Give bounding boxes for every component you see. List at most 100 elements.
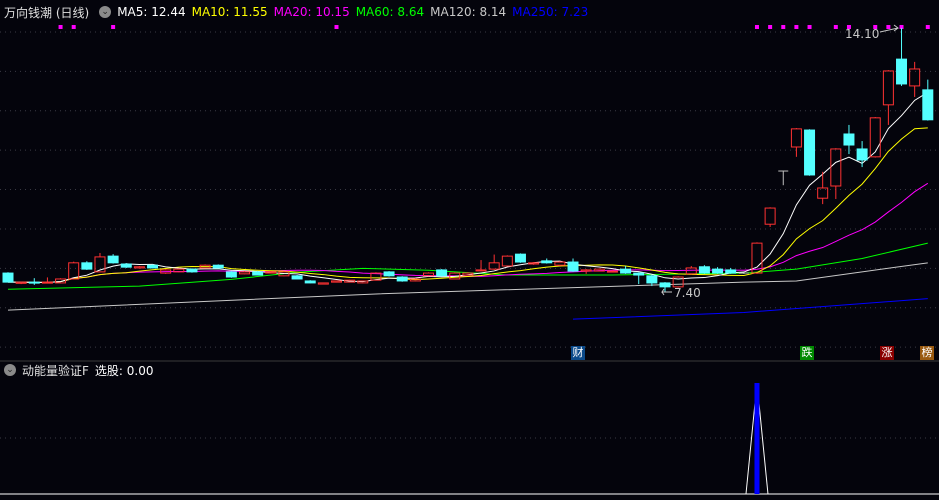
candle-body bbox=[291, 275, 303, 280]
candle-body bbox=[357, 280, 369, 284]
marker-dot bbox=[58, 25, 63, 29]
high-arrow bbox=[879, 24, 900, 33]
marker-dot bbox=[846, 25, 851, 29]
candle-body bbox=[580, 269, 592, 272]
candle-body bbox=[239, 271, 251, 275]
candle-body bbox=[869, 117, 881, 158]
candle-body bbox=[15, 281, 27, 284]
candle-body bbox=[856, 148, 868, 161]
candle-body bbox=[790, 128, 802, 148]
candle-body bbox=[199, 264, 211, 269]
candle-body bbox=[659, 282, 671, 288]
candle-body bbox=[488, 262, 500, 270]
marker-dot bbox=[899, 25, 904, 29]
candle-body bbox=[646, 275, 658, 284]
candle-body bbox=[528, 262, 540, 265]
candle-body bbox=[751, 242, 763, 274]
candle-body bbox=[685, 267, 697, 275]
marker-dot bbox=[71, 25, 76, 29]
marker-dot bbox=[334, 25, 339, 29]
candle-body bbox=[120, 263, 132, 268]
candle-body bbox=[909, 68, 921, 87]
candle-body bbox=[173, 268, 185, 273]
ma-legend-item: MA20: 10.15 bbox=[273, 5, 350, 19]
candle-body bbox=[606, 270, 618, 273]
ma-line-ma5 bbox=[8, 91, 929, 283]
tag-rise[interactable]: 涨 bbox=[880, 346, 894, 360]
candle-body bbox=[344, 279, 356, 283]
marker-dot bbox=[833, 25, 838, 29]
candle-body bbox=[55, 278, 67, 284]
candle-body bbox=[28, 281, 40, 284]
marker-dot bbox=[754, 25, 759, 29]
candle-body bbox=[186, 268, 198, 273]
marker-dot bbox=[794, 25, 799, 29]
marker-dot bbox=[925, 25, 930, 29]
candle-body bbox=[830, 148, 842, 187]
indicator-header: ⌄ 动能量验证F 选股: 0.00 bbox=[2, 360, 159, 380]
ma-legend: MA5: 12.44 MA10: 11.55 MA20: 10.15 MA60: 8.… bbox=[117, 5, 594, 19]
candle-body bbox=[278, 271, 290, 277]
marker-dot bbox=[886, 25, 891, 29]
tag-rank[interactable]: 榜 bbox=[920, 346, 934, 360]
indicator-title: 动能量验证F bbox=[22, 363, 89, 378]
marker-dot bbox=[781, 25, 786, 29]
candle-body bbox=[725, 269, 737, 274]
low-annotation: 7.40 bbox=[674, 286, 701, 300]
candle-body bbox=[370, 272, 382, 281]
candle-body bbox=[265, 271, 277, 274]
candle-body bbox=[541, 260, 553, 264]
candle-body bbox=[896, 58, 908, 85]
candle-body bbox=[633, 272, 645, 276]
ma-line-ma120 bbox=[7, 262, 928, 311]
chevron-down-icon[interactable]: ⌄ bbox=[4, 364, 16, 376]
candle-body bbox=[501, 255, 513, 267]
candle-body bbox=[593, 268, 605, 272]
ma-legend-item: MA10: 11.55 bbox=[191, 5, 268, 19]
chevron-down-icon[interactable]: ⌄ bbox=[99, 6, 112, 18]
ma-line-ma20 bbox=[8, 182, 929, 283]
candle-body bbox=[514, 253, 526, 263]
candle-body bbox=[2, 272, 14, 283]
candle-body bbox=[409, 278, 421, 282]
ma-legend-item: MA120: 8.14 bbox=[430, 5, 507, 19]
tag-fall[interactable]: 跌 bbox=[800, 346, 814, 360]
candle-body bbox=[68, 262, 80, 280]
candle-body bbox=[843, 133, 855, 146]
main-chart-header: 万向钱潮 (日线) ⌄ MA5: 12.44 MA10: 11.55 MA20: 1… bbox=[4, 2, 600, 22]
indicator-value: 选股: 0.00 bbox=[94, 363, 154, 378]
candle-body bbox=[383, 271, 395, 277]
candle-body bbox=[107, 255, 119, 264]
candle-body bbox=[331, 280, 342, 283]
ma-legend-item: MA5: 12.44 bbox=[117, 5, 186, 19]
candle-body bbox=[462, 272, 474, 276]
candle-body bbox=[620, 268, 632, 274]
candle-body bbox=[436, 269, 448, 277]
candle-body bbox=[317, 282, 329, 285]
candle-body bbox=[712, 268, 724, 274]
marker-dot bbox=[768, 25, 773, 29]
candle-body bbox=[475, 269, 487, 272]
candle-body bbox=[81, 262, 93, 270]
ma-line-ma10 bbox=[8, 127, 928, 283]
candle-body bbox=[133, 266, 145, 269]
high-annotation: 14.10 bbox=[845, 27, 879, 41]
candle-body bbox=[698, 266, 710, 274]
candle-body bbox=[922, 89, 934, 121]
ma-legend-item: MA250: 7.23 bbox=[512, 5, 589, 19]
candle-body bbox=[304, 280, 316, 284]
candle-body bbox=[882, 70, 894, 106]
ma-line-ma250 bbox=[573, 298, 928, 320]
candle-body bbox=[449, 272, 461, 280]
candle-body bbox=[804, 129, 816, 176]
marker-dot bbox=[111, 25, 116, 29]
candle-body bbox=[252, 271, 264, 276]
candle-body bbox=[147, 264, 159, 269]
ma-legend-item: MA60: 8.64 bbox=[355, 5, 425, 19]
candle-body bbox=[422, 272, 434, 277]
candle-body bbox=[212, 264, 224, 269]
tag-finance[interactable]: 财 bbox=[571, 346, 585, 360]
candle-body bbox=[672, 276, 684, 288]
candle-body bbox=[160, 269, 172, 274]
